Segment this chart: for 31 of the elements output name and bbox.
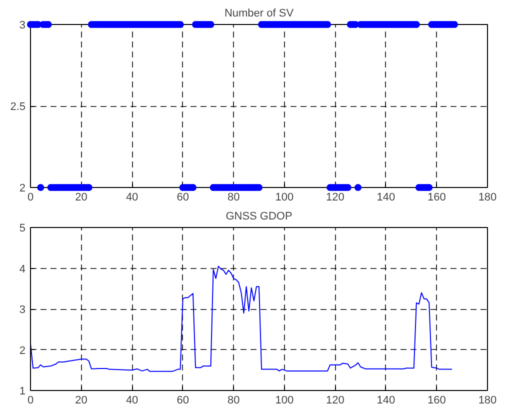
- x-tick-label: 160: [428, 192, 446, 204]
- x-tick-label: 0: [27, 394, 34, 406]
- chart-title: GNSS GDOP: [226, 210, 292, 222]
- x-tick-label: 140: [376, 394, 396, 406]
- x-tick-label: 100: [275, 192, 294, 204]
- x-tick-label: 60: [176, 192, 189, 204]
- y-tick-label: 5: [19, 222, 26, 234]
- y-tick-label: 3: [19, 304, 26, 316]
- chart-title: Number of SV: [224, 8, 294, 20]
- y-tick-label: 2.5: [10, 101, 26, 113]
- y-tick-label: 4: [19, 263, 26, 276]
- x-tick-label: 80: [227, 394, 240, 406]
- y-tick-label: 3: [19, 20, 26, 32]
- x-tick-label: 80: [227, 192, 240, 204]
- x-tick-label: 40: [126, 394, 138, 406]
- x-tick-label: 120: [326, 394, 344, 406]
- y-tick-label: 1: [19, 386, 26, 398]
- x-tick-label: 60: [176, 394, 189, 406]
- x-tick-label: 40: [126, 192, 138, 204]
- y-tick-label: 2: [19, 182, 26, 194]
- x-tick-label: 180: [478, 394, 497, 406]
- x-tick-label: 0: [27, 192, 34, 204]
- x-tick-label: 20: [75, 394, 88, 406]
- x-tick-label: 140: [376, 192, 396, 204]
- x-tick-label: 160: [428, 394, 446, 406]
- x-tick-label: 120: [326, 192, 344, 204]
- line-series: [30, 266, 452, 372]
- x-tick-label: 180: [478, 192, 497, 204]
- x-tick-label: 100: [275, 394, 294, 406]
- y-tick-label: 2: [19, 344, 26, 357]
- x-tick-label: 20: [75, 192, 88, 204]
